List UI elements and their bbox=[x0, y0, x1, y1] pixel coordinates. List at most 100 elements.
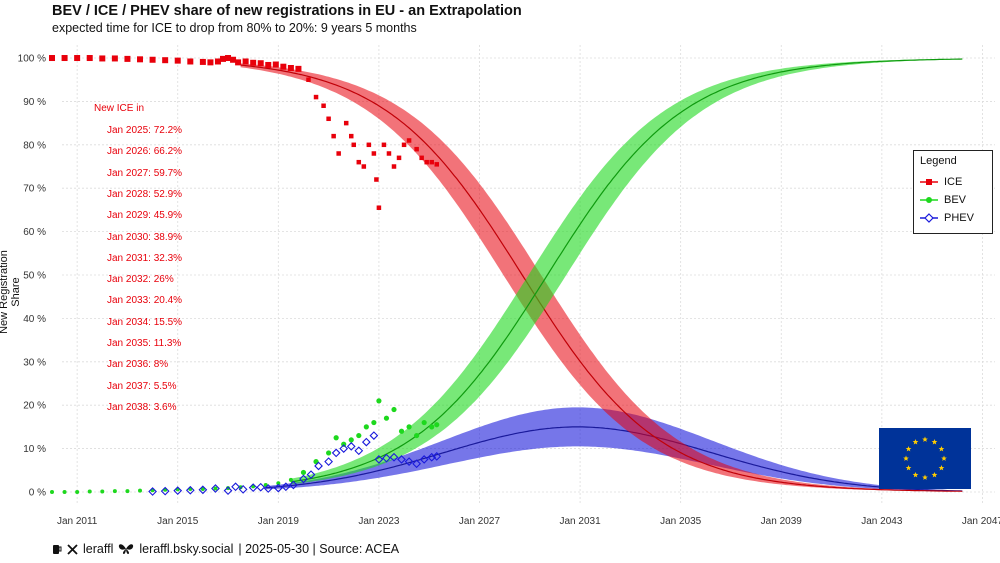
star-icon bbox=[941, 455, 947, 461]
ice-data-point bbox=[343, 120, 349, 126]
ice-data-point bbox=[401, 142, 407, 148]
bev-data-point bbox=[300, 469, 307, 476]
phev-data-point bbox=[256, 482, 266, 492]
bev-data-point bbox=[138, 488, 143, 493]
legend-bev-marker bbox=[920, 197, 938, 203]
phev-data-point bbox=[331, 448, 341, 458]
ice-data-point bbox=[187, 58, 194, 65]
ice-data-point bbox=[287, 65, 294, 71]
annotation-line: Jan 2036: 8% bbox=[107, 359, 169, 371]
footer: leraffl leraffl.bsky.social | 2025-05-30… bbox=[52, 542, 399, 556]
phev-confidence-band bbox=[265, 407, 963, 492]
x-tick-label: Jan 2011 bbox=[57, 516, 98, 527]
y-tick-label: 20 % bbox=[23, 401, 46, 412]
ice-data-point bbox=[219, 55, 226, 62]
phev-data-point bbox=[273, 483, 283, 493]
ice-data-point bbox=[348, 133, 354, 139]
ice-data-point bbox=[356, 159, 362, 165]
ice-data-point bbox=[419, 155, 424, 161]
y-tick-label: 100 % bbox=[18, 54, 46, 65]
star-icon bbox=[938, 446, 945, 452]
annotation-line: Jan 2025: 72.2% bbox=[107, 125, 183, 136]
bev-data-point bbox=[112, 489, 117, 494]
ice-data-point bbox=[331, 133, 336, 139]
star-icon bbox=[905, 446, 912, 452]
ice-data-point bbox=[391, 164, 397, 169]
ice-data-point bbox=[174, 57, 181, 64]
phev-data-point bbox=[160, 486, 170, 496]
x-tick-label: Jan 2023 bbox=[358, 516, 400, 527]
chart-subtitle: expected time for ICE to drop from 80% t… bbox=[52, 21, 417, 35]
annotation-line: Jan 2033: 20.4% bbox=[107, 295, 183, 307]
bev-data-point bbox=[238, 485, 243, 490]
star-icon bbox=[931, 439, 938, 445]
bev-data-point bbox=[100, 489, 105, 494]
bev-data-point bbox=[356, 432, 362, 439]
legend-label-ice: ICE bbox=[944, 176, 963, 188]
legend-item-bev: BEV bbox=[920, 194, 966, 206]
bev-trend-line bbox=[290, 58, 963, 483]
ice-data-point bbox=[111, 55, 118, 62]
ice-data-point bbox=[257, 60, 264, 67]
bev-data-point bbox=[383, 415, 390, 421]
bev-data-point bbox=[62, 489, 67, 494]
x-tick-label: Jan 2031 bbox=[560, 516, 602, 527]
star-icon bbox=[938, 465, 945, 471]
y-tick-label: 0 % bbox=[29, 487, 46, 498]
ice-data-point bbox=[336, 151, 341, 156]
star-icon bbox=[922, 436, 928, 442]
phev-data-point bbox=[211, 484, 220, 493]
legend-item-phev: PHEV bbox=[920, 212, 974, 224]
x-tick-label: Jan 2047 bbox=[962, 516, 1000, 527]
bev-data-point bbox=[125, 489, 130, 494]
ice-data-point bbox=[137, 56, 144, 63]
legend-label-phev: PHEV bbox=[944, 212, 974, 224]
phev-data-point bbox=[263, 484, 273, 493]
eu-flag bbox=[879, 428, 971, 489]
bev-data-point bbox=[429, 424, 435, 430]
ice-data-point bbox=[295, 65, 302, 72]
phev-data-point bbox=[369, 431, 379, 440]
ice-confidence-band bbox=[240, 63, 963, 492]
y-tick-label: 30 % bbox=[23, 357, 46, 368]
bev-data-point bbox=[276, 481, 281, 486]
butterfly-icon bbox=[119, 544, 134, 554]
ice-data-point bbox=[321, 103, 326, 109]
bev-confidence-band bbox=[290, 58, 963, 485]
footer-handle-bsky: leraffl.bsky.social bbox=[139, 542, 234, 556]
ice-data-point bbox=[361, 164, 367, 169]
mug-icon bbox=[53, 545, 62, 554]
annotation-line: Jan 2026: 66.2% bbox=[107, 146, 183, 158]
annotation-line: Jan 2032: 26% bbox=[107, 274, 174, 286]
ice-data-point bbox=[376, 205, 382, 210]
bev-data-point bbox=[398, 428, 405, 434]
star-icon bbox=[912, 471, 919, 478]
ice-data-point bbox=[429, 159, 434, 165]
annotation-line: Jan 2034: 15.5% bbox=[107, 316, 183, 328]
bev-data-point bbox=[326, 450, 332, 456]
ice-data-point bbox=[225, 55, 232, 62]
legend-ice-marker bbox=[920, 179, 938, 185]
ice-data-point bbox=[207, 59, 214, 66]
ice-data-point bbox=[306, 77, 311, 82]
annotation-header: New ICE in bbox=[94, 103, 145, 114]
ice-data-point bbox=[235, 59, 242, 66]
ice-data-point bbox=[49, 55, 55, 62]
phev-data-point bbox=[248, 483, 258, 493]
bev-data-point bbox=[421, 419, 427, 426]
phev-data-point bbox=[374, 455, 384, 464]
y-tick-label: 40 % bbox=[23, 314, 46, 325]
phev-data-point bbox=[306, 470, 316, 480]
phev-data-point bbox=[148, 487, 157, 496]
ice-data-point bbox=[214, 58, 221, 65]
ice-data-point bbox=[149, 56, 156, 63]
ice-data-point bbox=[434, 162, 439, 167]
bev-data-point bbox=[333, 435, 339, 441]
ice-data-point bbox=[313, 94, 319, 100]
ice-data-point bbox=[371, 151, 377, 156]
bev-data-point bbox=[87, 489, 92, 494]
phev-data-point bbox=[238, 484, 248, 494]
x-tick-label: Jan 2027 bbox=[459, 516, 501, 527]
footer-info: | 2025-05-30 | Source: ACEA bbox=[238, 542, 400, 556]
legend-label-bev: BEV bbox=[944, 194, 967, 206]
